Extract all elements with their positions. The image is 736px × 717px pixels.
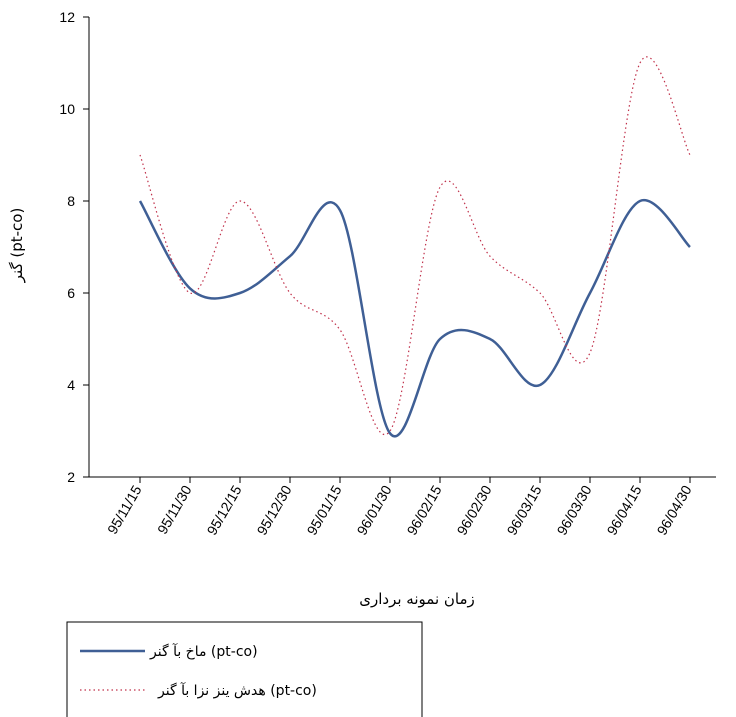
- y-tick-label: 8: [67, 193, 75, 209]
- x-tick-label: 95/12/30: [253, 482, 294, 537]
- chart-axes: [88, 17, 716, 478]
- y-tick-label: 12: [59, 9, 75, 25]
- x-tick-label: 96/04/30: [653, 482, 694, 537]
- y-tick-label: 4: [67, 377, 75, 393]
- y-axis-label: گنر (pt-co): [8, 208, 26, 284]
- x-tick-label: 96/03/15: [503, 482, 544, 537]
- x-tick-label: 96/04/15: [603, 482, 644, 537]
- x-tick-label: 95/12/15: [203, 482, 244, 537]
- x-tick-label: 96/02/15: [403, 482, 444, 537]
- x-tick-label: 96/01/30: [353, 482, 394, 537]
- y-tick-label: 2: [67, 469, 75, 485]
- x-tick-label: 95/11/15: [104, 482, 145, 536]
- y-tick-label: 10: [59, 101, 75, 117]
- series-line-1: [138, 198, 691, 438]
- x-tick-label: 95/01/15: [303, 482, 344, 537]
- x-tick-label: 96/02/30: [453, 482, 494, 537]
- x-axis-label: زمان نمونه برداری: [359, 590, 475, 608]
- x-tick-label: 95/11/30: [154, 482, 195, 536]
- legend-label-series-2: هدش ینز نزا بآ گنر (pt-co): [157, 682, 317, 699]
- x-axis-ticks: 95/11/15 95/11/30 95/12/15 95/12/30 95/01/15…: [104, 477, 695, 538]
- legend-box: [66, 621, 423, 717]
- chart-legend: ماخ بآ گنر (pt-co) هدش ینز نزا بآ گنر (p…: [66, 621, 423, 717]
- legend-label-series-1: ماخ بآ گنر (pt-co): [149, 643, 258, 660]
- chart-series: [138, 56, 691, 438]
- y-tick-label: 6: [67, 285, 75, 301]
- y-axis-ticks: 2 4 6 8 10 12: [59, 9, 89, 485]
- series-line-2: [139, 56, 691, 435]
- x-tick-label: 96/03/30: [553, 482, 594, 537]
